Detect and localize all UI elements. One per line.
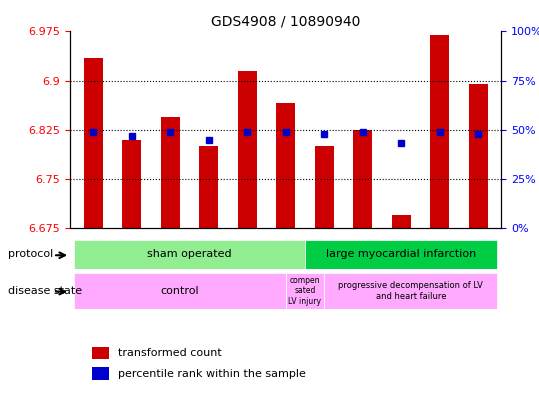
Bar (315, 146, 334, 228)
Text: disease state: disease state (8, 286, 82, 296)
Text: percentile rank within the sample: percentile rank within the sample (118, 369, 306, 379)
Bar (238, 71, 257, 228)
Bar (430, 35, 450, 228)
Bar (276, 103, 295, 228)
Bar (199, 146, 218, 228)
Bar (84, 58, 103, 228)
Bar (353, 130, 372, 228)
Text: control: control (161, 286, 199, 296)
Bar (122, 140, 141, 228)
Text: sham operated: sham operated (147, 250, 232, 259)
Bar (286, 273, 324, 309)
Bar (324, 273, 497, 309)
Text: transformed count: transformed count (118, 348, 221, 358)
Bar (92, 347, 109, 360)
Bar (74, 273, 286, 309)
Text: large myocardial infarction: large myocardial infarction (326, 250, 476, 259)
Text: protocol: protocol (8, 249, 53, 259)
Bar (468, 84, 488, 228)
Bar (305, 240, 497, 269)
Bar (74, 240, 305, 269)
Bar (161, 117, 180, 228)
Bar (92, 367, 109, 380)
Title: GDS4908 / 10890940: GDS4908 / 10890940 (211, 15, 361, 29)
Bar (391, 215, 411, 228)
Text: compen
sated
LV injury: compen sated LV injury (288, 276, 321, 306)
Text: progressive decompensation of LV
and heart failure: progressive decompensation of LV and hea… (338, 281, 483, 301)
